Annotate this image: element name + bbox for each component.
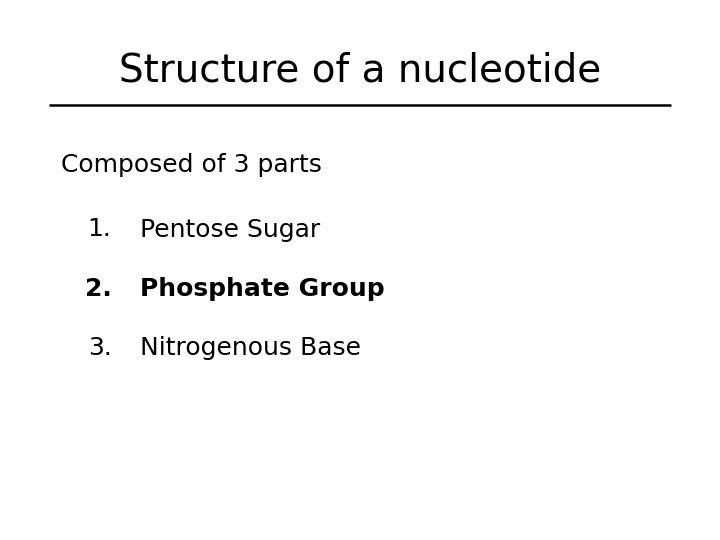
Text: 2.: 2. xyxy=(85,277,112,301)
Text: 3.: 3. xyxy=(88,336,112,360)
Text: Composed of 3 parts: Composed of 3 parts xyxy=(61,153,322,177)
Text: Pentose Sugar: Pentose Sugar xyxy=(140,218,320,241)
Text: Phosphate Group: Phosphate Group xyxy=(140,277,385,301)
Text: Structure of a nucleotide: Structure of a nucleotide xyxy=(119,51,601,89)
Text: Nitrogenous Base: Nitrogenous Base xyxy=(140,336,361,360)
Text: 1.: 1. xyxy=(88,218,112,241)
